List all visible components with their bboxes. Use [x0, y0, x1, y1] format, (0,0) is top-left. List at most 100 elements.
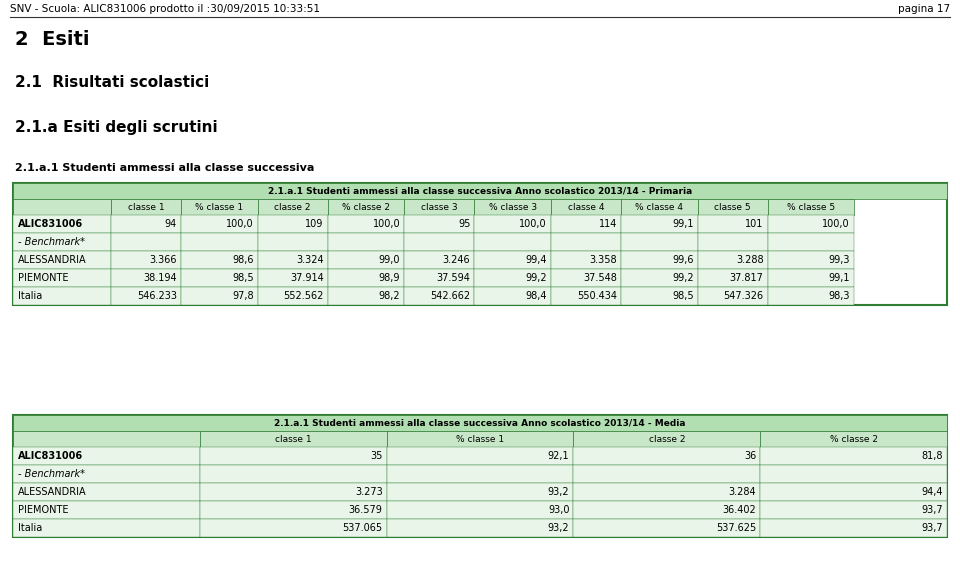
- Text: 3.324: 3.324: [296, 255, 324, 265]
- Text: 99,1: 99,1: [672, 219, 694, 229]
- Text: SNV - Scuola: ALIC831006 prodotto il :30/09/2015 10:33:51: SNV - Scuola: ALIC831006 prodotto il :30…: [10, 4, 320, 14]
- Text: 547.326: 547.326: [724, 291, 763, 301]
- Bar: [404, 287, 474, 305]
- Bar: [551, 233, 621, 251]
- Text: 93,7: 93,7: [922, 523, 943, 533]
- Bar: [474, 251, 551, 269]
- Bar: [257, 233, 327, 251]
- Text: 542.662: 542.662: [430, 291, 470, 301]
- Bar: [551, 269, 621, 287]
- Text: 100,0: 100,0: [227, 219, 253, 229]
- Text: 93,2: 93,2: [548, 523, 569, 533]
- Text: classe 2: classe 2: [649, 434, 685, 444]
- Text: ALIC831006: ALIC831006: [18, 451, 84, 461]
- Bar: [551, 287, 621, 305]
- Bar: [13, 465, 200, 483]
- Bar: [13, 183, 947, 305]
- Text: 2  Esiti: 2 Esiti: [15, 30, 89, 49]
- Bar: [768, 269, 853, 287]
- Text: ALESSANDRIA: ALESSANDRIA: [18, 487, 86, 497]
- Text: classe 3: classe 3: [421, 202, 458, 212]
- Text: 36: 36: [744, 451, 756, 461]
- Bar: [111, 251, 181, 269]
- Bar: [621, 269, 698, 287]
- Bar: [257, 199, 327, 215]
- Text: 2.1.a.1 Studenti ammessi alla classe successiva Anno scolastico 2013/14 - Primar: 2.1.a.1 Studenti ammessi alla classe suc…: [268, 187, 692, 195]
- Bar: [13, 199, 111, 215]
- Bar: [760, 519, 947, 537]
- Text: 92,1: 92,1: [548, 451, 569, 461]
- Text: 3.246: 3.246: [443, 255, 470, 265]
- Bar: [698, 251, 768, 269]
- Text: 35: 35: [371, 451, 383, 461]
- Bar: [111, 269, 181, 287]
- Bar: [13, 447, 200, 465]
- Bar: [768, 215, 853, 233]
- Text: 98,5: 98,5: [672, 291, 694, 301]
- Bar: [13, 269, 111, 287]
- Text: 98,6: 98,6: [232, 255, 253, 265]
- Text: PIEMONTE: PIEMONTE: [18, 273, 68, 283]
- Text: classe 4: classe 4: [567, 202, 604, 212]
- Text: % classe 1: % classe 1: [456, 434, 504, 444]
- Bar: [181, 199, 257, 215]
- Text: 38.194: 38.194: [143, 273, 177, 283]
- Bar: [13, 287, 111, 305]
- Text: 93,2: 93,2: [548, 487, 569, 497]
- Bar: [327, 269, 404, 287]
- Bar: [13, 215, 111, 233]
- Text: classe 5: classe 5: [714, 202, 751, 212]
- Bar: [13, 519, 200, 537]
- Text: 101: 101: [745, 219, 763, 229]
- Bar: [200, 465, 387, 483]
- Text: % classe 2: % classe 2: [829, 434, 877, 444]
- Bar: [760, 431, 947, 447]
- Text: 37.594: 37.594: [437, 273, 470, 283]
- Text: - Benchmark*: - Benchmark*: [18, 237, 85, 247]
- Bar: [760, 483, 947, 501]
- Text: 114: 114: [599, 219, 617, 229]
- Text: 93,7: 93,7: [922, 505, 943, 515]
- Bar: [13, 233, 111, 251]
- Bar: [768, 287, 853, 305]
- Text: 94: 94: [165, 219, 177, 229]
- Bar: [698, 199, 768, 215]
- Text: 99,3: 99,3: [828, 255, 850, 265]
- Bar: [760, 501, 947, 519]
- Text: 552.562: 552.562: [283, 291, 324, 301]
- Text: classe 2: classe 2: [275, 202, 311, 212]
- Text: 109: 109: [305, 219, 324, 229]
- Text: Italia: Italia: [18, 523, 42, 533]
- Bar: [181, 269, 257, 287]
- Bar: [327, 215, 404, 233]
- Text: 3.366: 3.366: [150, 255, 177, 265]
- Text: classe 1: classe 1: [128, 202, 164, 212]
- Bar: [573, 519, 760, 537]
- Text: Italia: Italia: [18, 291, 42, 301]
- Text: % classe 5: % classe 5: [786, 202, 834, 212]
- Bar: [111, 199, 181, 215]
- Text: 37.914: 37.914: [290, 273, 324, 283]
- Text: pagina 17: pagina 17: [898, 4, 950, 14]
- Text: 95: 95: [458, 219, 470, 229]
- Bar: [698, 215, 768, 233]
- Text: 36.402: 36.402: [723, 505, 756, 515]
- Text: 100,0: 100,0: [372, 219, 400, 229]
- Bar: [13, 251, 111, 269]
- Bar: [327, 199, 404, 215]
- Bar: [111, 233, 181, 251]
- Text: % classe 4: % classe 4: [636, 202, 684, 212]
- Bar: [698, 233, 768, 251]
- Bar: [768, 199, 853, 215]
- Text: % classe 3: % classe 3: [489, 202, 537, 212]
- Bar: [200, 501, 387, 519]
- Bar: [327, 287, 404, 305]
- Bar: [200, 483, 387, 501]
- Text: 2.1.a.1 Studenti ammessi alla classe successiva Anno scolastico 2013/14 - Media: 2.1.a.1 Studenti ammessi alla classe suc…: [275, 419, 685, 427]
- Bar: [621, 287, 698, 305]
- Text: 97,8: 97,8: [232, 291, 253, 301]
- Bar: [573, 465, 760, 483]
- Text: 98,3: 98,3: [828, 291, 850, 301]
- Text: 81,8: 81,8: [922, 451, 943, 461]
- Bar: [181, 233, 257, 251]
